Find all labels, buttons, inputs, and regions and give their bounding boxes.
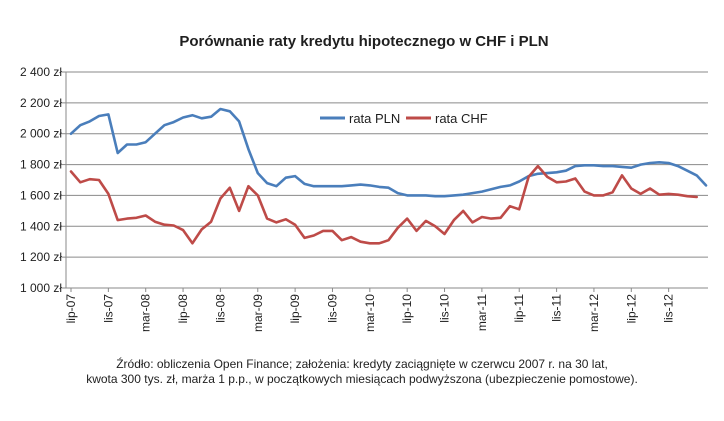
x-tick-label: lip-12: [624, 294, 638, 324]
legend: rata PLN rata CHF: [320, 111, 488, 126]
y-tick-label: 1 800 zł: [20, 158, 62, 172]
x-tick-label: lip-11: [512, 294, 526, 323]
x-axis: lip-07 lis-07 mar-08 lip-08 lis-08 mar-09 lip-…: [64, 287, 708, 332]
x-tick-label: lip-10: [400, 294, 414, 324]
series-lines: [69, 107, 708, 245]
x-tick-label: mar-08: [139, 294, 153, 332]
x-tick-label: lis-10: [438, 294, 452, 323]
series-line-pln: [69, 107, 708, 198]
x-tick-label: lis-08: [213, 294, 227, 323]
x-tick-label: lis-07: [101, 294, 115, 323]
y-tick-label: 2 000 zł: [20, 127, 62, 141]
source-line-2: kwota 300 tys. zł, marża 1 p.p., w począ…: [86, 372, 638, 386]
source-line-1: Źródło: obliczenia Open Finance; założen…: [116, 357, 608, 371]
x-tick-label: lis-12: [662, 294, 676, 323]
x-tick-label: lis-11: [550, 294, 564, 322]
y-tick-label: 2 400 zł: [20, 65, 62, 79]
y-axis: 1 000 zł 1 200 zł 1 400 zł 1 600 zł 1 800 zł…: [20, 65, 67, 295]
chart-title: Porównanie raty kredytu hipotecznego w C…: [179, 33, 548, 50]
x-tick-label: mar-09: [251, 294, 265, 332]
y-tick-label: 2 200 zł: [20, 96, 62, 110]
y-tick-label: 1 400 zł: [20, 219, 62, 233]
x-tick-label: mar-11: [475, 294, 489, 331]
x-tick-label: lip-08: [176, 294, 190, 324]
legend-label-chf: rata CHF: [435, 111, 488, 126]
gridlines: [66, 71, 708, 289]
x-tick-label: lip-07: [64, 294, 78, 324]
x-tick-label: mar-12: [587, 294, 601, 332]
x-tick-label: mar-10: [363, 294, 377, 332]
y-tick-label: 1 600 zł: [20, 188, 62, 202]
y-tick-label: 1 200 zł: [20, 250, 62, 264]
legend-label-pln: rata PLN: [349, 111, 400, 126]
source-note: Źródło: obliczenia Open Finance; założen…: [20, 357, 704, 387]
x-tick-label: lip-09: [288, 294, 302, 324]
series-line-chf: [69, 164, 699, 245]
y-tick-label: 1 000 zł: [20, 281, 62, 295]
x-tick-label: lis-09: [325, 294, 339, 323]
